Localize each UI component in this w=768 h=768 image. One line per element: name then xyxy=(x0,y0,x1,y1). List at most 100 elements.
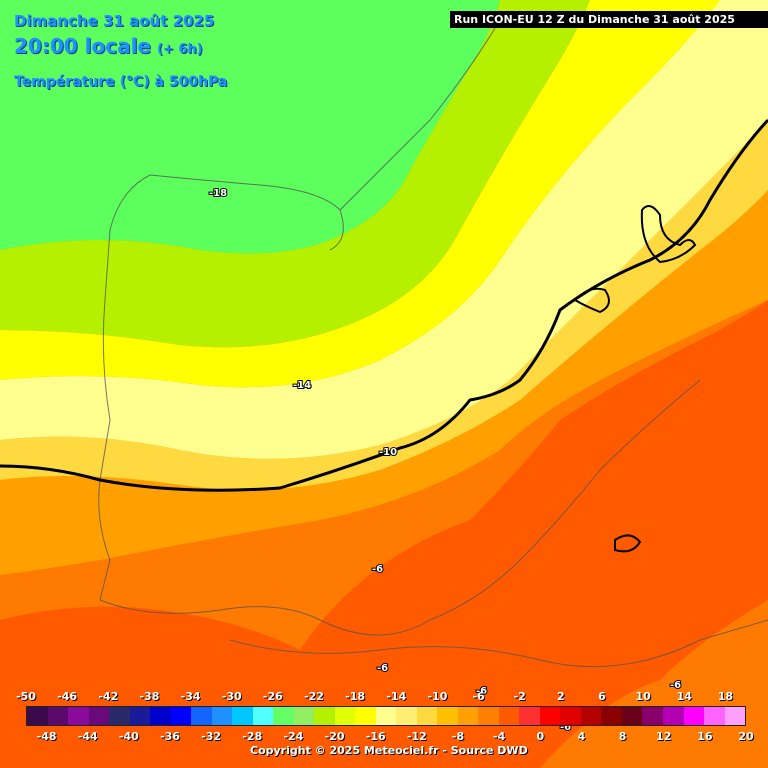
legend-swatch xyxy=(416,707,438,725)
legend-swatch xyxy=(498,707,520,725)
legend-tick-label: -10 xyxy=(427,690,448,703)
legend-tick-label: 2 xyxy=(557,690,565,703)
legend-swatch xyxy=(519,707,540,725)
legend-tick-label: 18 xyxy=(717,690,734,703)
legend-tick-label: 12 xyxy=(656,730,672,743)
legend-tick-label: 8 xyxy=(618,730,627,743)
legend-tick-label: -28 xyxy=(242,730,263,743)
map-time: 20:00 locale (+ 6h) xyxy=(14,34,203,58)
legend-tick-label: -22 xyxy=(304,690,324,703)
isoline-minus-10 xyxy=(0,118,768,492)
zone-yellow-green xyxy=(0,0,590,348)
legend-swatch xyxy=(560,707,581,725)
legend-swatch xyxy=(129,707,151,725)
legend-swatch xyxy=(109,707,130,725)
legend-swatch xyxy=(580,707,602,725)
contour-label: -18 xyxy=(209,188,227,199)
zone-red-orange-south xyxy=(0,606,300,768)
legend-tick-label: -14 xyxy=(386,690,407,703)
legend-tick-label: -12 xyxy=(406,730,427,743)
legend-tick-label: 4 xyxy=(577,730,586,743)
legend-tick-label: -26 xyxy=(262,690,283,703)
legend-tick-label: -48 xyxy=(36,730,57,743)
run-label: Run ICON-EU 12 Z du Dimanche 31 août 202… xyxy=(450,11,768,28)
legend-tick-label: -50 xyxy=(16,690,36,703)
forecast-offset: (+ 6h) xyxy=(157,42,203,57)
contour-label: -6 xyxy=(372,564,383,575)
zone-yellow xyxy=(0,0,720,388)
legend-tick-label: -24 xyxy=(283,730,304,743)
contour-label: -14 xyxy=(293,380,311,391)
legend-tick-label: 20 xyxy=(738,730,754,743)
legend-swatch xyxy=(478,707,499,725)
legend-swatch xyxy=(88,707,110,725)
local-time: 20:00 locale xyxy=(14,34,151,58)
legend-swatch xyxy=(396,707,417,725)
legend-swatch xyxy=(704,707,725,725)
legend-tick-label: -32 xyxy=(201,730,222,743)
legend-swatch xyxy=(150,707,171,725)
legend-tick-label: -2 xyxy=(513,690,526,703)
legend-swatch xyxy=(355,707,376,725)
zone-orange xyxy=(0,190,768,575)
contour-label: -10 xyxy=(379,447,397,458)
coastlines xyxy=(98,19,768,668)
map-date: Dimanche 31 août 2025 xyxy=(14,12,215,30)
legend-swatch xyxy=(621,707,643,725)
legend-tick-label: -46 xyxy=(57,690,78,703)
legend-swatch xyxy=(375,707,397,725)
legend-swatch xyxy=(170,707,192,725)
map-parameter: Température (°C) à 500hPa xyxy=(14,74,228,90)
legend-tick-label: -18 xyxy=(345,690,366,703)
legend-swatch xyxy=(539,707,561,725)
legend-swatch xyxy=(27,707,48,725)
legend-swatch xyxy=(457,707,479,725)
legend-swatch xyxy=(191,707,212,725)
contour-label: -6 xyxy=(670,680,681,691)
legend-tick-label: -8 xyxy=(451,730,465,743)
legend-swatch xyxy=(293,707,315,725)
legend-swatch xyxy=(68,707,89,725)
legend-tick-label: -40 xyxy=(118,730,139,743)
legend-swatch xyxy=(232,707,253,725)
legend-tick-label: -16 xyxy=(365,730,386,743)
legend-swatch xyxy=(334,707,356,725)
zone-red-orange xyxy=(300,300,768,768)
legend-swatch xyxy=(683,707,705,725)
legend-tick-label: -38 xyxy=(139,690,160,703)
legend-swatch xyxy=(662,707,684,725)
contour-label: -6 xyxy=(476,686,487,697)
legend-swatch xyxy=(314,707,335,725)
legend-swatch xyxy=(273,707,294,725)
islands xyxy=(573,205,697,553)
legend-swatch xyxy=(724,707,746,725)
legend-tick-label: -44 xyxy=(77,730,98,743)
color-legend xyxy=(26,706,746,726)
legend-tick-label: -36 xyxy=(160,730,180,743)
contour-labels: -18 -14 -10 -6 -6 -6 -6 -6 xyxy=(208,187,682,734)
legend-tick-label: 6 xyxy=(598,690,606,703)
legend-tick-label: -30 xyxy=(221,690,242,703)
legend-tick-label: -34 xyxy=(180,690,201,703)
legend-tick-label: -42 xyxy=(98,690,119,703)
contour-label: -6 xyxy=(377,663,388,674)
legend-tick-label: 16 xyxy=(697,730,713,743)
legend-tick-label: 14 xyxy=(676,690,692,703)
zone-green xyxy=(0,0,500,254)
legend-tick-label: -4 xyxy=(493,730,506,743)
copyright: Copyright © 2025 Meteociel.fr - Source D… xyxy=(250,744,528,757)
legend-swatch xyxy=(252,707,274,725)
legend-tick-label: -20 xyxy=(324,730,345,743)
legend-swatch xyxy=(642,707,663,725)
legend-tick-label: 10 xyxy=(635,690,651,703)
legend-swatch xyxy=(437,707,458,725)
zone-light-orange xyxy=(0,120,768,490)
zone-pale-yellow xyxy=(0,0,768,459)
legend-tick-label: -6 xyxy=(472,690,485,703)
legend-swatch xyxy=(601,707,622,725)
legend-tick-label: 0 xyxy=(536,730,545,743)
legend-swatch xyxy=(47,707,69,725)
legend-swatch xyxy=(211,707,233,725)
